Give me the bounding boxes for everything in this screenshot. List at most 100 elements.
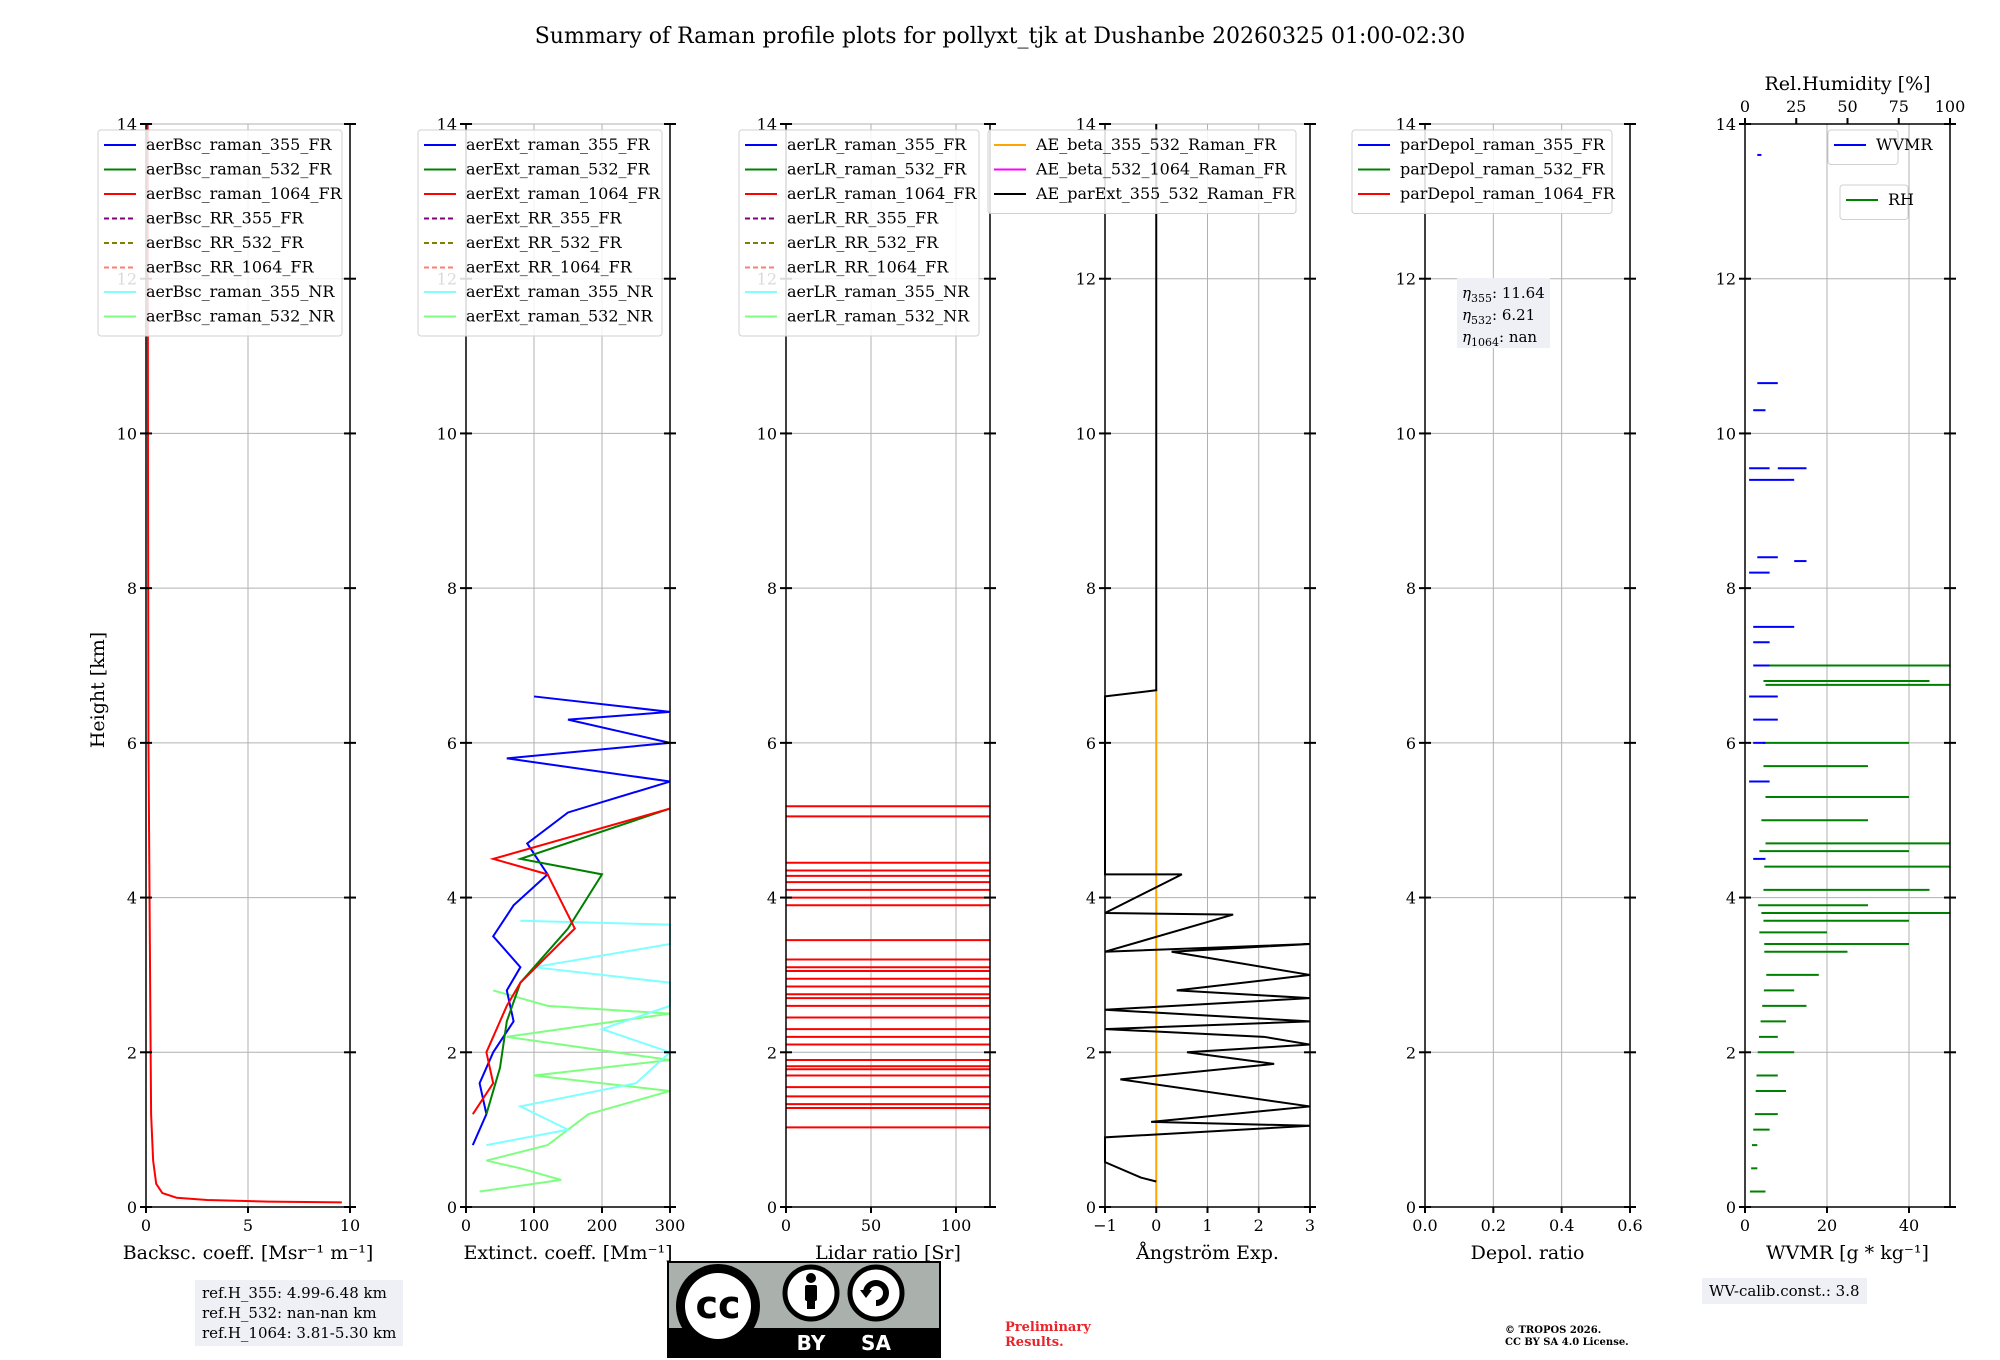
legend-frame — [1827, 129, 1899, 165]
ytick-label-14: 14 — [1076, 115, 1096, 134]
xtick-label-3: 300 — [655, 1216, 686, 1235]
refh-1064: ref.H_1064: 3.81-5.30 km — [202, 1324, 397, 1342]
legend-frame — [97, 129, 343, 337]
top-xtick-label-0: 0 — [1740, 97, 1750, 116]
xtick-label-1: 5 — [243, 1216, 253, 1235]
lidar-constant-box-bg — [1457, 278, 1550, 348]
ytick-label-4: 4 — [1086, 889, 1096, 908]
legend: AE_beta_355_532_Raman_FR AE_beta_532_1064… — [987, 129, 1297, 214]
by-label: BY — [797, 1331, 826, 1355]
legend-item-AE_beta_355_532_Raman_FR: AE_beta_355_532_Raman_FR — [1035, 135, 1277, 154]
person-icon — [805, 1273, 817, 1309]
panel-depol: 0 2 4 6 8 10 12 14 0.0 0.2 0.4 0.6 Depol. ratio parDe… — [1351, 115, 1643, 1264]
legend-frame — [417, 129, 663, 337]
ytick-label-14: 14 — [757, 115, 777, 134]
series-aerExt_raman_1064_FR — [471, 807, 671, 1115]
legend: parDepol_raman_355_FR parDepol_raman_532_… — [1351, 129, 1616, 214]
top-xtick-label-3: 75 — [1889, 97, 1909, 116]
legend-item-parDepol_raman_1064_FR: parDepol_raman_1064_FR — [1400, 184, 1616, 203]
ytick-label-6: 6 — [1406, 734, 1416, 753]
legend-item-aerLR_raman_532_FR: aerLR_raman_532_FR — [787, 160, 967, 179]
legend-item-aerExt_raman_532_NR: aerExt_raman_532_NR — [466, 307, 654, 326]
legend-item-aerExt_raman_355_FR: aerExt_raman_355_FR — [466, 135, 651, 154]
ytick-label-8: 8 — [447, 579, 457, 598]
xtick-label-0: 0 — [781, 1216, 791, 1235]
legend-item-aerExt_RR_1064_FR: aerExt_RR_1064_FR — [466, 258, 633, 277]
legend-frame — [987, 129, 1297, 214]
ytick-label-8: 8 — [127, 579, 137, 598]
series-aerExt_raman_355_NR — [486, 919, 672, 1147]
legend-item-aerBsc_RR_532_FR: aerBsc_RR_532_FR — [146, 233, 304, 252]
panel-ext: 024681012140100200300Extinct. coeff. [Mm… — [417, 115, 686, 1264]
xtick-label-4: 3 — [1305, 1216, 1315, 1235]
xtick-label-0: −1 — [1093, 1216, 1117, 1235]
ytick-label-10: 10 — [1716, 424, 1736, 443]
ytick-label-0: 0 — [447, 1198, 457, 1217]
legend-item-aerLR_raman_355_NR: aerLR_raman_355_NR — [787, 282, 970, 301]
legend-item-aerLR_raman_355_FR: aerLR_raman_355_FR — [787, 135, 967, 154]
ytick-label-8: 8 — [1086, 579, 1096, 598]
share-alike-icon — [860, 1280, 889, 1306]
legend-item-aerBsc_raman_1064_FR: aerBsc_raman_1064_FR — [146, 184, 343, 203]
ytick-label-10: 10 — [757, 424, 777, 443]
legend-item-RH: RH — [1888, 190, 1914, 209]
top-xtick-label-1: 25 — [1786, 97, 1806, 116]
series-AE_parExt_355_532_Raman_FR — [1104, 124, 1311, 1183]
eta-355: η355: 11.64 — [1462, 284, 1545, 305]
ytick-label-14: 14 — [437, 115, 457, 134]
ytick-label-4: 4 — [127, 889, 137, 908]
legend-item-aerExt_RR_532_FR: aerExt_RR_532_FR — [466, 233, 623, 252]
series-aerExt_raman_355_FR — [471, 695, 671, 1146]
series-aerBsc_raman_1064_FR — [146, 123, 342, 1204]
eta-1064: η1064: nan — [1462, 328, 1537, 349]
wv-calibration-box: WV-calib.const.: 3.8 — [1702, 1278, 1867, 1304]
legend-item-aerLR_raman_1064_FR: aerLR_raman_1064_FR — [787, 184, 977, 203]
legend-frame — [1351, 129, 1613, 214]
xtick-label-0: 0 — [1740, 1216, 1750, 1235]
legend-item-aerBsc_raman_532_FR: aerBsc_raman_532_FR — [146, 160, 332, 179]
legend-item-aerBsc_RR_355_FR: aerBsc_RR_355_FR — [146, 209, 304, 228]
top-x-axis-label: Rel.Humidity [%] — [1764, 73, 1930, 95]
cc-icon: cc — [695, 1283, 740, 1327]
y-axis-label: Height [km] — [87, 632, 109, 748]
ytick-label-12: 12 — [1716, 270, 1736, 289]
ytick-label-4: 4 — [1406, 889, 1416, 908]
xtick-label-1: 20 — [1817, 1216, 1837, 1235]
x-axis-label: Backsc. coeff. [Msr⁻¹ m⁻¹] — [123, 1242, 374, 1264]
x-axis-label: Depol. ratio — [1471, 1242, 1585, 1264]
ytick-label-6: 6 — [1726, 734, 1736, 753]
xtick-label-2: 10 — [340, 1216, 360, 1235]
ytick-label-0: 0 — [1086, 1198, 1096, 1217]
ytick-label-10: 10 — [1076, 424, 1096, 443]
ytick-label-6: 6 — [127, 734, 137, 753]
legend-item-aerExt_RR_355_FR: aerExt_RR_355_FR — [466, 209, 623, 228]
x-axis-label: Ångström Exp. — [1135, 1242, 1279, 1264]
series-aerExt_raman_532_NR — [479, 989, 671, 1193]
legend-item-parDepol_raman_355_FR: parDepol_raman_355_FR — [1400, 135, 1606, 154]
legend-item-WVMR: WVMR — [1876, 135, 1933, 154]
legend-item-aerLR_RR_1064_FR: aerLR_RR_1064_FR — [787, 258, 949, 277]
xtick-label-0: 0 — [461, 1216, 471, 1235]
legend-rh: RH — [1839, 184, 1914, 220]
sa-label: SA — [861, 1331, 891, 1355]
x-axis-label: WVMR [g * kg⁻¹] — [1766, 1242, 1929, 1264]
legend: aerBsc_raman_355_FR aerBsc_raman_532_FRae… — [97, 129, 343, 337]
x-axis-label: Lidar ratio [Sr] — [815, 1242, 961, 1264]
legend: aerLR_raman_355_FR aerLR_raman_532_FR aerL… — [738, 129, 980, 337]
legend-item-aerLR_RR_355_FR: aerLR_RR_355_FR — [787, 209, 939, 228]
ytick-label-8: 8 — [1406, 579, 1416, 598]
ytick-label-2: 2 — [767, 1043, 777, 1062]
xtick-label-1: 100 — [519, 1216, 550, 1235]
ytick-label-0: 0 — [1726, 1198, 1736, 1217]
ytick-label-10: 10 — [1396, 424, 1416, 443]
legend-item-aerLR_RR_532_FR: aerLR_RR_532_FR — [787, 233, 939, 252]
reference-height-box: ref.H_355: 4.99-6.48 km ref.H_532: nan-n… — [195, 1280, 404, 1346]
legend-item-aerLR_raman_532_NR: aerLR_raman_532_NR — [787, 307, 970, 326]
panel-lr: 02468101214050100Lidar ratio [Sr]aerLR_r… — [738, 115, 996, 1264]
ytick-label-0: 0 — [127, 1198, 137, 1217]
ytick-label-0: 0 — [767, 1198, 777, 1217]
